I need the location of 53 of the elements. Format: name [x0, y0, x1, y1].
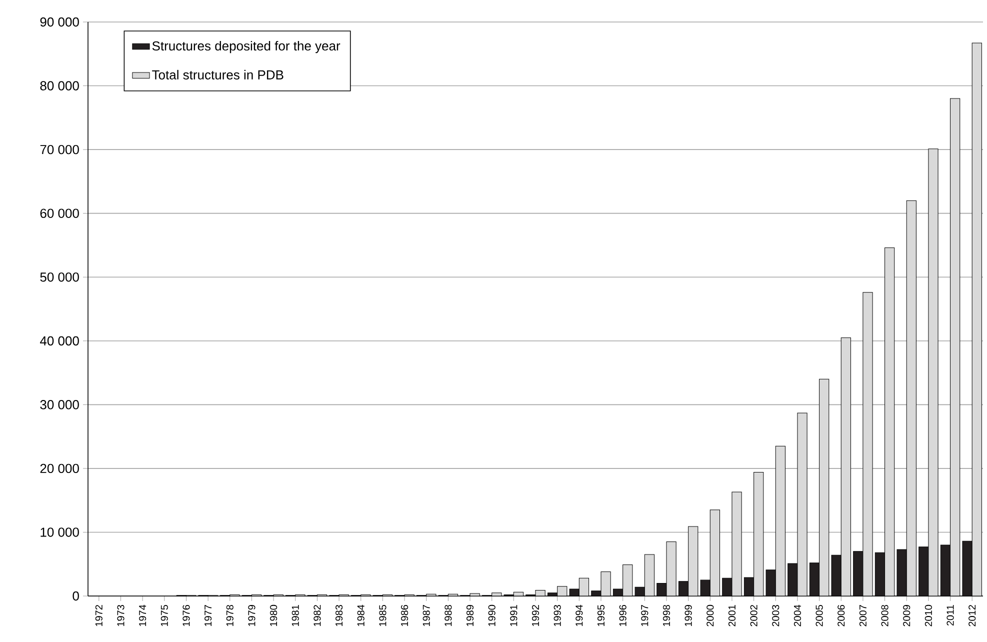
x-tick-label: 1975 — [160, 604, 168, 626]
x-tick-label: 2003 — [772, 604, 780, 626]
y-tick-label: 80 000 — [40, 81, 79, 90]
y-tick-label: 50 000 — [40, 272, 79, 282]
y-tick-label: 10 000 — [40, 528, 79, 537]
x-tick-label: 1978 — [226, 604, 234, 626]
x-tick-label: 2009 — [903, 605, 910, 626]
x-tick-label: 1990 — [488, 604, 496, 626]
x-tick-label: 2004 — [794, 604, 801, 626]
y-tick-label: 0 — [72, 591, 79, 601]
legend-label: Total structures in PDB — [152, 70, 284, 80]
x-tick-label: 1972 — [95, 605, 102, 626]
x-tick-label: 1980 — [270, 604, 278, 626]
x-tick-label: 1987 — [422, 605, 430, 626]
x-tick-label: 1974 — [139, 604, 146, 626]
y-tick-label: 30 000 — [40, 400, 79, 410]
x-tick-label: 1984 — [357, 604, 364, 626]
x-tick-label: 2002 — [750, 605, 758, 626]
x-tick-label: 1997 — [641, 605, 648, 626]
x-tick-label: 1989 — [466, 605, 474, 626]
y-tick-label: 40 000 — [40, 336, 79, 346]
x-tick-label: 1992 — [532, 605, 540, 626]
x-tick-label: 2010 — [924, 604, 932, 626]
y-tick-label: 60 000 — [40, 208, 79, 218]
x-tick-label: 1995 — [597, 604, 605, 626]
x-tick-label: 1986 — [400, 604, 408, 626]
y-tick-label: 20 000 — [40, 464, 79, 474]
x-tick-label: 1994 — [576, 604, 583, 626]
x-tick-label: 2005 — [816, 604, 823, 626]
x-tick-label: 2008 — [881, 604, 888, 626]
x-tick-label: 1981 — [292, 605, 299, 626]
x-tick-label: 1996 — [619, 604, 626, 626]
x-tick-label: 1988 — [444, 604, 452, 626]
x-tick-label: 2000 — [706, 604, 714, 626]
x-tick-label: 2006 — [838, 604, 845, 626]
x-tick-label: 2007 — [859, 605, 866, 626]
x-tick-label: 1983 — [336, 604, 343, 626]
x-tick-label: 1982 — [314, 605, 321, 626]
y-tick-label: 70 000 — [40, 144, 79, 154]
x-tick-label: 1993 — [554, 604, 561, 626]
x-tick-label: 1976 — [182, 604, 190, 626]
x-tick-label: 1991 — [510, 605, 518, 626]
x-tick-label: 2012 — [968, 605, 976, 626]
x-tick-label: 2011 — [946, 605, 954, 626]
x-tick-label: 2001 — [728, 605, 736, 626]
legend-label: Structures deposited for the year — [152, 41, 340, 54]
x-tick-label: 1999 — [684, 605, 692, 626]
y-tick-label: 90 000 — [40, 17, 79, 27]
x-tick-label: 1973 — [117, 604, 124, 626]
x-tick-label: 1998 — [662, 604, 670, 626]
x-tick-label: 1985 — [379, 604, 386, 626]
x-tick-label: 1979 — [248, 605, 256, 626]
x-tick-label: 1977 — [204, 605, 212, 626]
